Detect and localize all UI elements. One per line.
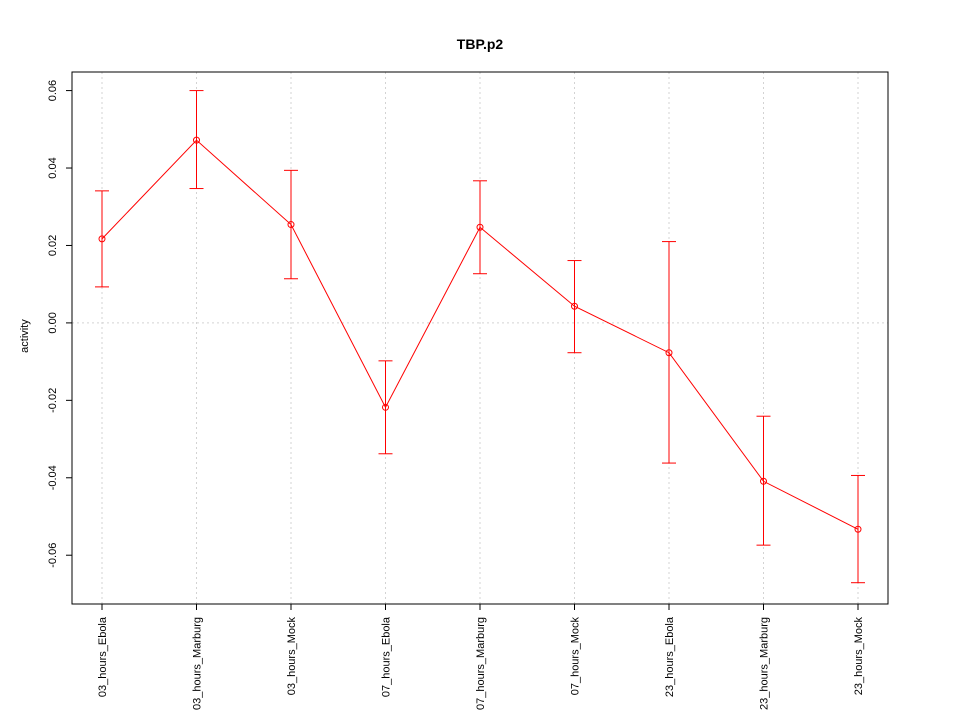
- y-tick-label: 0.04: [47, 157, 59, 178]
- data-point: [287, 221, 295, 229]
- data-point: [854, 525, 862, 533]
- data-point: [98, 235, 106, 243]
- x-tick-label: 03_hours_Ebola: [97, 616, 109, 697]
- x-tick-label: 03_hours_Marburg: [192, 617, 204, 710]
- y-tick-label: 0.06: [47, 80, 59, 101]
- data-point: [476, 223, 484, 231]
- y-tick-label: 0.00: [47, 312, 59, 333]
- grid: [72, 72, 888, 604]
- y-tick-label: 0.02: [47, 235, 59, 256]
- data-point: [760, 477, 767, 485]
- axes: -0.06 -0.04 -0.02 0.00 0.02 0.04 0.06 03_hours_…: [47, 71, 889, 710]
- x-tick-label: 23_hours_Ebola: [664, 616, 676, 697]
- x-tick-label: 07_hours_Ebola: [381, 616, 393, 697]
- y-tick-label: -0.02: [47, 388, 59, 413]
- chart-title: TBP.p2: [457, 36, 504, 52]
- x-tick-label: 23_hours_Marburg: [759, 617, 771, 710]
- x-tick-label: 07_hours_Mock: [570, 617, 582, 696]
- data-point: [665, 349, 673, 357]
- y-tick-label: -0.04: [47, 465, 59, 490]
- data-point: [571, 302, 578, 310]
- y-axis-label: activity: [19, 319, 31, 353]
- x-tick-label: 07_hours_Marburg: [475, 617, 487, 710]
- y-tick-label: -0.06: [47, 543, 59, 568]
- data-point: [193, 136, 200, 144]
- x-tick-label: 23_hours_Mock: [853, 617, 865, 696]
- data-point: [382, 403, 389, 411]
- x-tick-label: 03_hours_Mock: [286, 617, 298, 696]
- series-group: [95, 90, 865, 584]
